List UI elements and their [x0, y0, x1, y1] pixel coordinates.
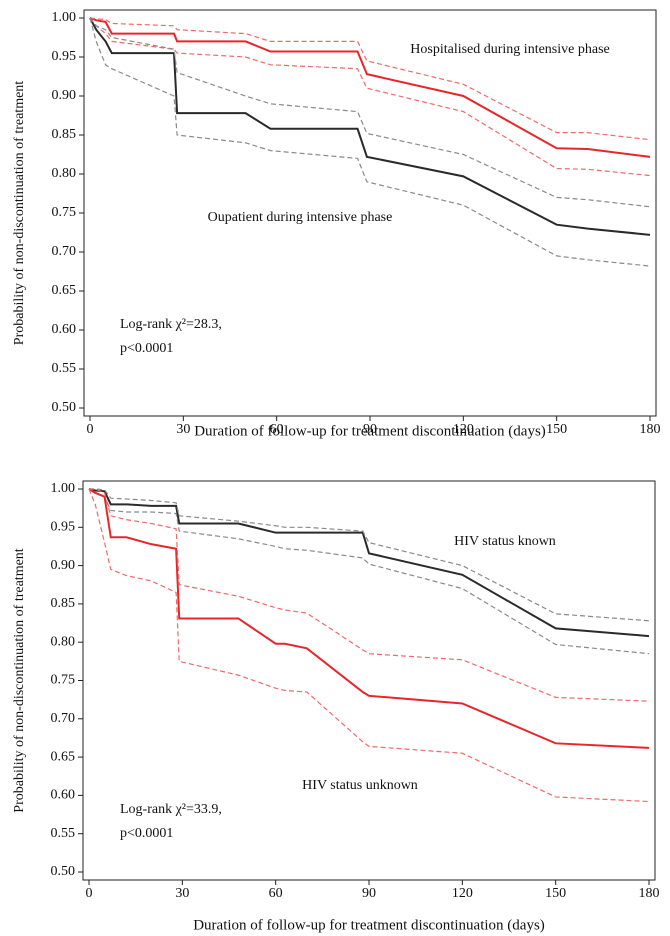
confidence-line — [89, 488, 650, 622]
confidence-line — [89, 17, 651, 208]
x-tick-label: 60 — [269, 886, 283, 901]
y-tick-label: 1.00 — [52, 10, 77, 25]
y-tick-label: 0.85 — [51, 596, 76, 611]
x-tick-label: 150 — [545, 886, 566, 901]
x-tick-label: 30 — [176, 422, 190, 437]
y-tick-label: 0.55 — [52, 361, 77, 376]
curve-label: HIV status unknown — [302, 778, 418, 793]
x-tick-label: 180 — [640, 422, 661, 437]
y-tick-label: 0.60 — [52, 322, 77, 337]
curve-label: Oupatient during intensive phase — [208, 210, 393, 225]
curve-label: HIV status known — [454, 534, 556, 549]
y-tick-label: 0.95 — [52, 49, 77, 64]
y-tick-label: 0.80 — [51, 634, 76, 649]
y-axis-label: Probability of non-discontinuation of tr… — [12, 81, 27, 346]
x-tick-label: 90 — [362, 886, 376, 901]
survival-line — [88, 488, 650, 749]
x-axis-label: Duration of follow-up for treatment disc… — [193, 917, 545, 933]
x-tick-label: 120 — [452, 886, 473, 901]
y-tick-label: 0.50 — [51, 864, 76, 879]
annotation: p<0.0001 — [120, 826, 173, 841]
x-tick-label: 120 — [453, 422, 474, 437]
survival-line — [88, 488, 650, 638]
y-tick-label: 0.75 — [52, 205, 77, 220]
y-axis-label: Probability of non-discontinuation of tr… — [12, 548, 27, 813]
x-tick-label: 30 — [175, 886, 189, 901]
plot-frame — [82, 480, 656, 881]
y-tick-label: 0.65 — [52, 283, 77, 298]
y-tick-label: 0.80 — [52, 166, 77, 181]
x-tick-label: 60 — [270, 422, 284, 437]
survival-line — [89, 17, 651, 158]
y-tick-label: 0.75 — [51, 673, 76, 688]
x-axis-label: Duration of follow-up for treatment disc… — [194, 423, 546, 439]
confidence-line — [89, 17, 651, 141]
confidence-line — [88, 488, 650, 655]
y-tick-label: 0.70 — [52, 244, 77, 259]
survival-line — [89, 17, 651, 236]
x-tick-label: 90 — [363, 422, 377, 437]
y-tick-label: 0.50 — [52, 400, 77, 415]
y-tick-label: 0.65 — [51, 749, 76, 764]
confidence-line — [88, 488, 650, 803]
y-tick-label: 1.00 — [51, 481, 76, 496]
x-tick-label: 0 — [87, 422, 94, 437]
annotation: Log-rank χ²=28.3, — [120, 317, 222, 332]
y-tick-label: 0.85 — [52, 127, 77, 142]
y-tick-label: 0.90 — [51, 558, 76, 573]
x-tick-label: 0 — [86, 886, 93, 901]
annotation: p<0.0001 — [120, 341, 173, 356]
y-tick-label: 0.60 — [51, 788, 76, 803]
x-tick-label: 150 — [546, 422, 567, 437]
y-tick-label: 0.95 — [51, 520, 76, 535]
annotation: Log-rank χ²=33.9, — [120, 802, 222, 817]
curve-label: Hospitalised during intensive phase — [410, 42, 609, 57]
y-tick-label: 0.90 — [52, 88, 77, 103]
confidence-line — [89, 488, 650, 702]
y-tick-label: 0.70 — [51, 711, 76, 726]
confidence-line — [89, 17, 651, 267]
x-tick-label: 180 — [639, 886, 660, 901]
y-tick-label: 0.55 — [51, 826, 76, 841]
